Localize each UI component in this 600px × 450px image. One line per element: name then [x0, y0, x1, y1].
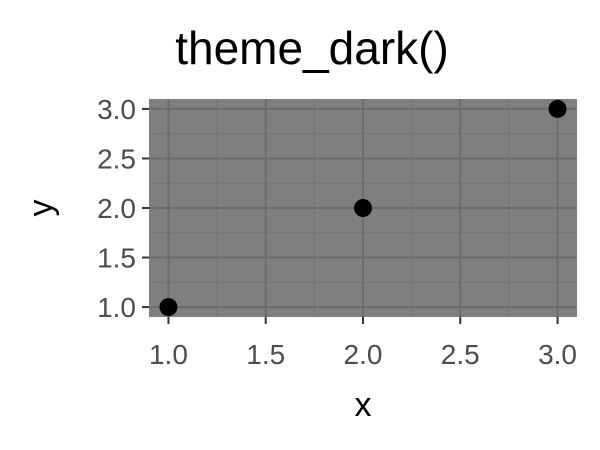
- y-tick-label: 2.0: [97, 193, 136, 224]
- y-tick-label: 3.0: [97, 94, 136, 125]
- y-tick-label: 1.5: [97, 243, 136, 274]
- x-tick-label: 2.0: [344, 339, 383, 370]
- data-point: [354, 199, 372, 217]
- x-tick-label: 3.0: [538, 339, 577, 370]
- x-tick-label: 1.5: [246, 339, 285, 370]
- y-axis: 1.0 1.5 2.0 2.5 3.0: [97, 94, 149, 323]
- x-tick-label: 1.0: [149, 339, 188, 370]
- x-axis: 1.0 1.5 2.0 2.5 3.0: [149, 317, 577, 370]
- data-points: [159, 99, 567, 317]
- x-axis-title: x: [355, 386, 372, 424]
- y-tick-label: 1.0: [97, 292, 136, 323]
- y-tick-label: 2.5: [97, 143, 136, 174]
- y-axis-title: y: [22, 200, 60, 217]
- x-tick-label: 2.5: [441, 339, 480, 370]
- data-point: [159, 298, 178, 317]
- data-point: [548, 99, 567, 118]
- chart-title: theme_dark(): [175, 22, 449, 74]
